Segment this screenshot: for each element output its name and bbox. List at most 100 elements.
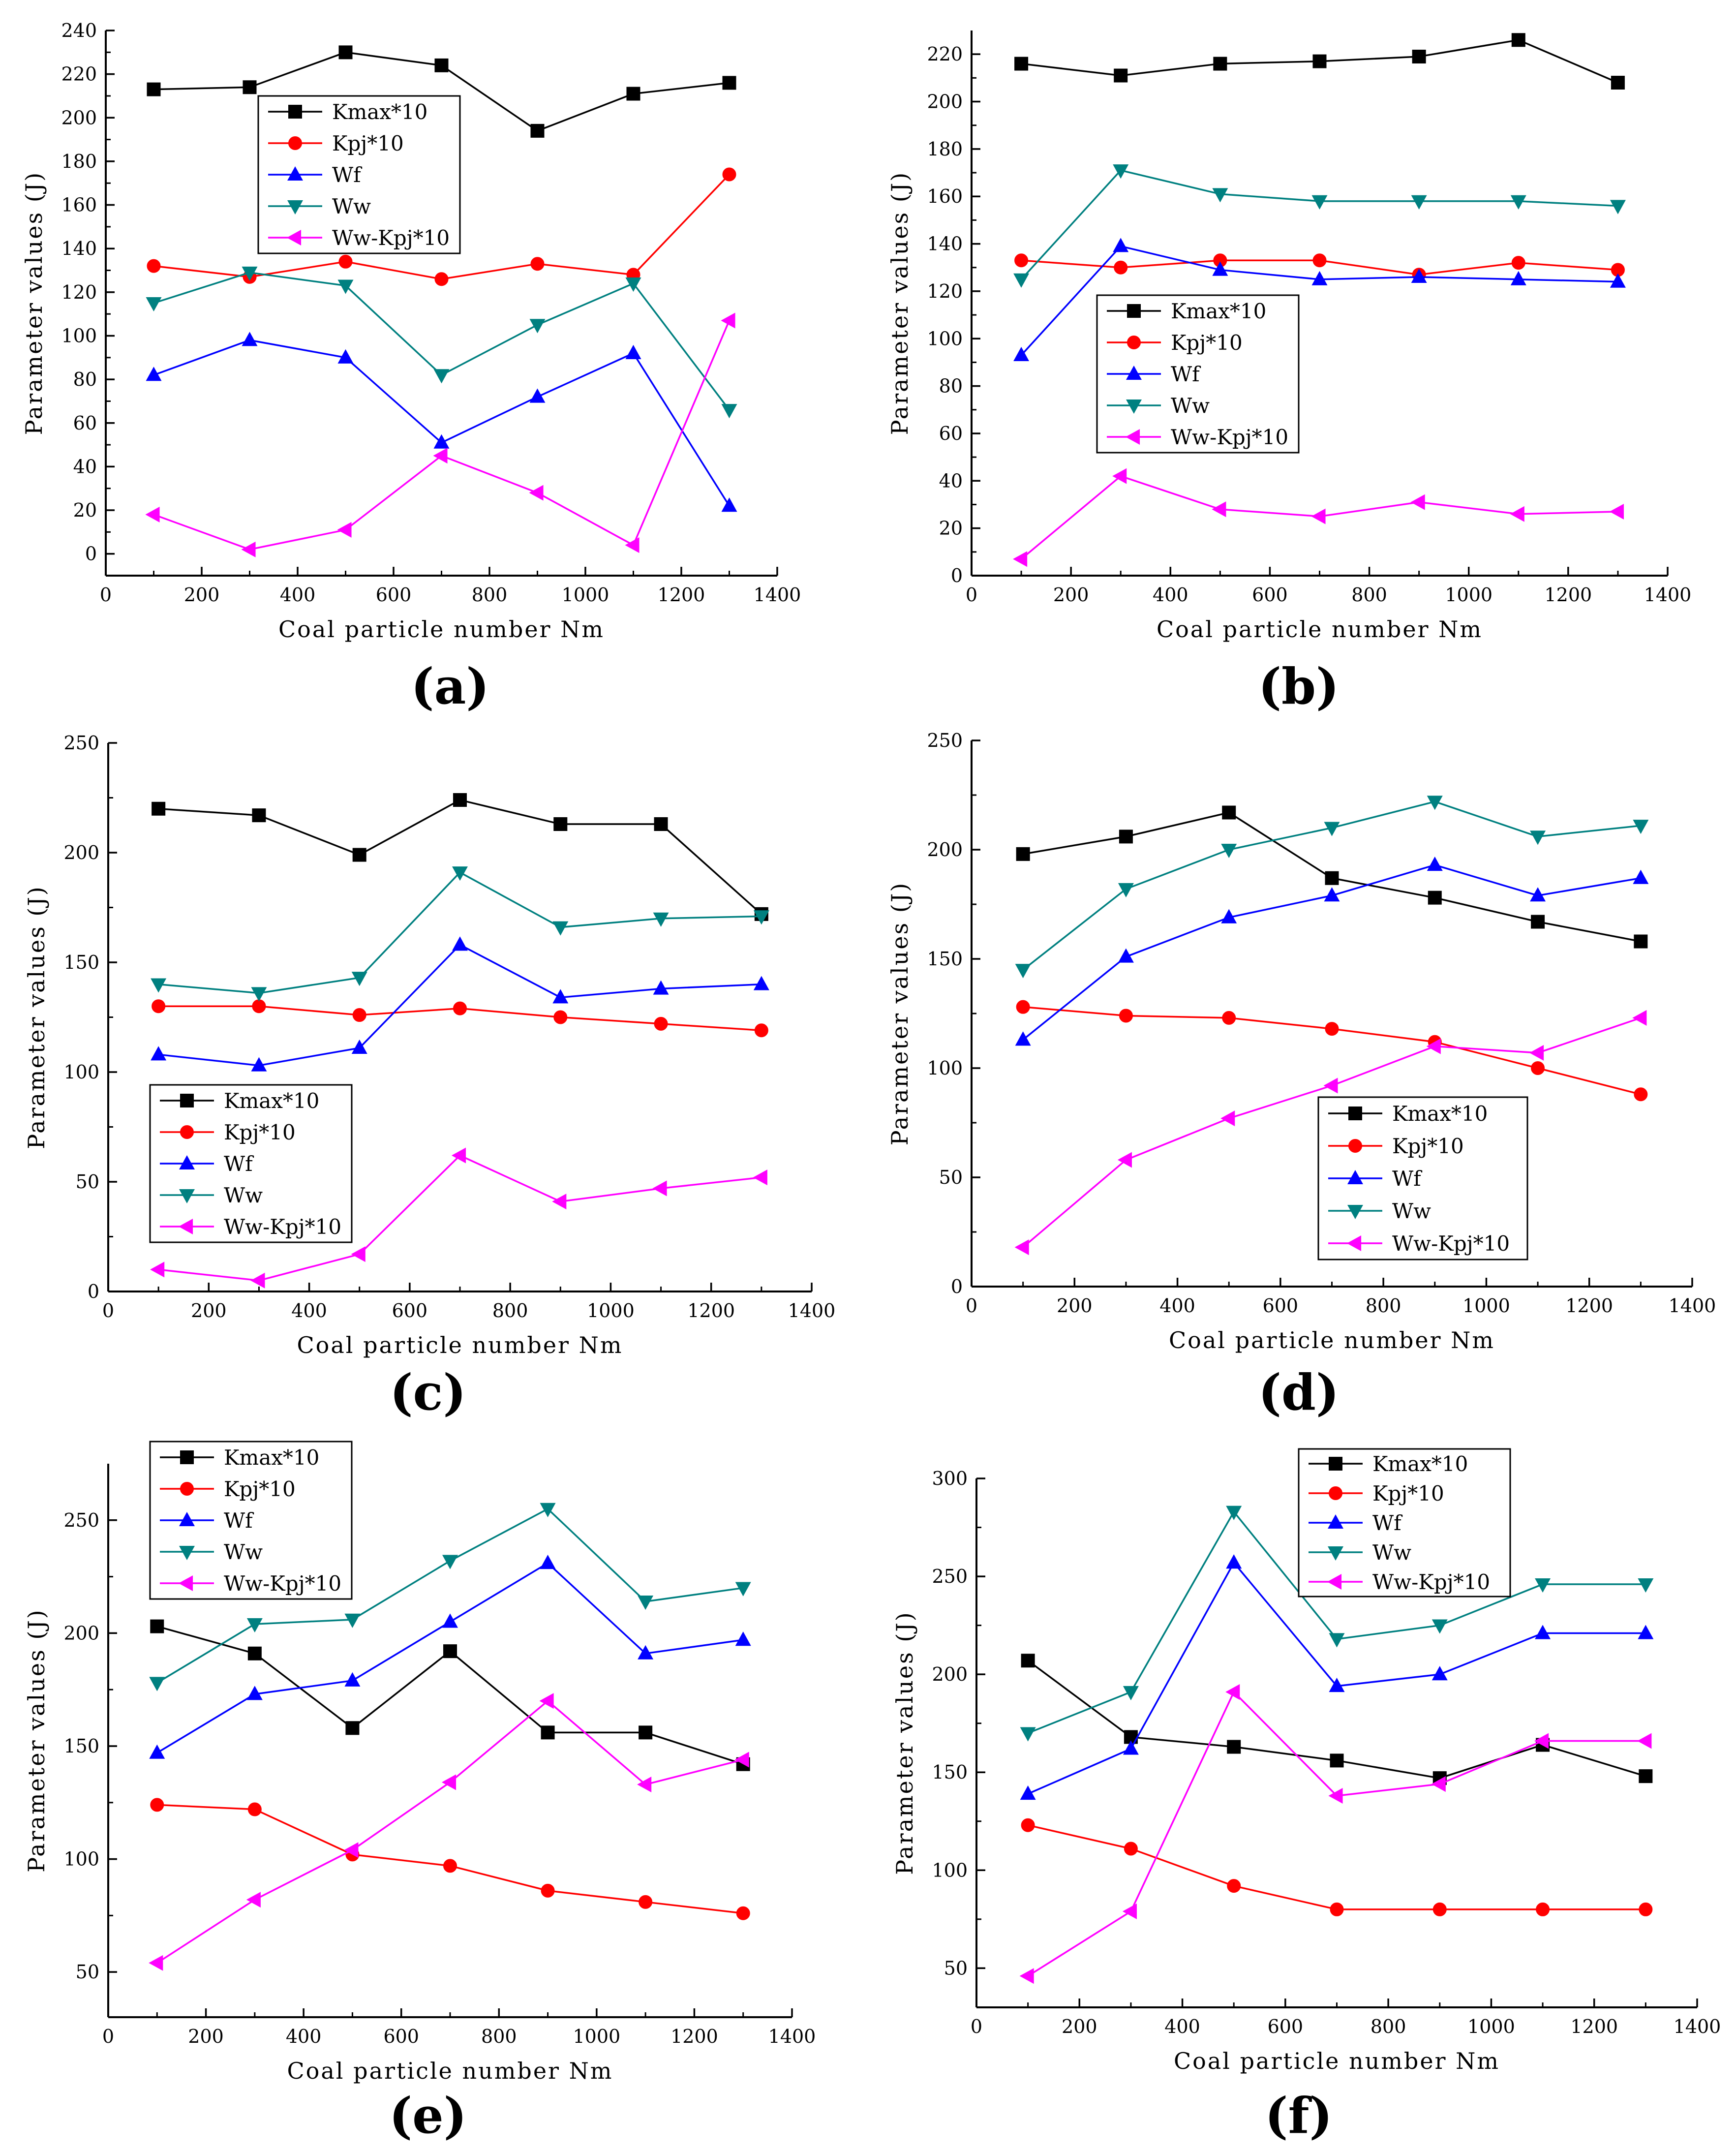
data-point bbox=[1511, 256, 1525, 270]
legend-label: Kpj*10 bbox=[224, 1477, 296, 1501]
y-tick-label: 60 bbox=[939, 423, 963, 444]
data-point bbox=[1118, 948, 1134, 963]
data-point bbox=[442, 1613, 458, 1628]
x-tick-label: 1200 bbox=[670, 2026, 718, 2047]
legend-marker bbox=[178, 1219, 193, 1234]
data-point bbox=[1016, 847, 1030, 861]
data-point bbox=[441, 1774, 457, 1790]
data-point bbox=[433, 448, 448, 464]
data-point bbox=[1323, 1077, 1338, 1094]
y-tick-label: 150 bbox=[932, 1761, 968, 1783]
data-point bbox=[722, 167, 736, 182]
data-point bbox=[1324, 887, 1340, 902]
legend-label: Ww-Kpj*10 bbox=[224, 1571, 341, 1596]
x-tick-label: 200 bbox=[188, 2026, 224, 2047]
data-point bbox=[1311, 508, 1326, 524]
data-point bbox=[1529, 1045, 1544, 1061]
legend-label: Wf bbox=[1171, 362, 1201, 386]
legend-marker bbox=[1127, 336, 1141, 349]
data-point bbox=[1510, 506, 1524, 522]
y-axis-title: Parameter values (J) bbox=[886, 171, 913, 435]
y-tick-label: 200 bbox=[61, 107, 97, 128]
data-point bbox=[453, 793, 467, 807]
y-tick-label: 20 bbox=[939, 518, 963, 539]
data-point bbox=[1222, 1011, 1236, 1025]
legend-marker bbox=[1328, 1514, 1343, 1529]
data-point bbox=[344, 1613, 361, 1628]
data-point bbox=[654, 1016, 668, 1031]
data-point bbox=[246, 1686, 263, 1700]
x-tick-label: 200 bbox=[191, 1300, 227, 1322]
legend-marker bbox=[288, 136, 302, 150]
series-kmax-10 bbox=[150, 1619, 750, 1771]
data-point bbox=[151, 978, 167, 993]
data-point bbox=[1431, 1666, 1448, 1681]
y-tick-label: 60 bbox=[73, 412, 97, 434]
y-tick-label: 100 bbox=[63, 1061, 99, 1083]
legend-label: Wf bbox=[224, 1152, 254, 1176]
data-point bbox=[150, 1798, 164, 1812]
y-tick-label: 200 bbox=[932, 1663, 968, 1685]
legend-marker bbox=[180, 1450, 194, 1464]
data-point bbox=[625, 344, 641, 359]
data-point bbox=[1426, 1038, 1441, 1054]
data-point bbox=[247, 1646, 262, 1660]
data-point bbox=[1226, 1554, 1242, 1569]
data-point bbox=[639, 1895, 653, 1909]
data-point bbox=[1633, 820, 1649, 834]
chart-panel-f: 0 200 400 600 800 1000 1200 1400 50 100 150 200 250 3… bbox=[891, 1448, 1721, 2074]
data-point bbox=[344, 1842, 359, 1858]
data-point bbox=[1119, 1009, 1133, 1023]
legend: Kmax*10 Kpj*10 Wf Ww Ww-Kpj*10 bbox=[257, 95, 461, 254]
series-line bbox=[158, 799, 762, 915]
x-tick-label: 600 bbox=[392, 1300, 428, 1322]
y-tick-label: 80 bbox=[939, 375, 963, 397]
y-axis-title: Parameter values (J) bbox=[886, 882, 913, 1145]
x-tick-label: 400 bbox=[286, 2026, 322, 2047]
x-tick-label: 1000 bbox=[562, 584, 609, 606]
legend-marker bbox=[180, 1482, 194, 1496]
legend-label: Ww bbox=[332, 194, 371, 218]
data-point bbox=[1015, 1031, 1031, 1046]
y-tick-label: 200 bbox=[927, 91, 963, 113]
data-point bbox=[352, 1008, 366, 1022]
legend-marker bbox=[288, 105, 302, 119]
legend-marker bbox=[1347, 1204, 1363, 1220]
data-point bbox=[1536, 1902, 1550, 1916]
data-point bbox=[1637, 1733, 1652, 1749]
data-point bbox=[150, 1261, 165, 1278]
series-ww-kpj-10 bbox=[145, 312, 735, 557]
series-kmax-10 bbox=[1016, 805, 1648, 949]
series-kpj-10 bbox=[150, 1798, 750, 1920]
legend-marker bbox=[179, 1511, 195, 1527]
x-tick-label: 0 bbox=[966, 584, 977, 606]
chart-panel-b: 0 200 400 600 800 1000 1200 1400 0 20 40 60 80 100 120… bbox=[886, 31, 1691, 643]
x-tick-label: 1200 bbox=[658, 584, 705, 606]
data-point bbox=[638, 1645, 654, 1660]
data-point bbox=[351, 1039, 367, 1054]
series-wf bbox=[1013, 238, 1626, 362]
data-point bbox=[625, 277, 641, 292]
legend-marker bbox=[287, 200, 303, 215]
legend-label: Kmax*10 bbox=[1171, 299, 1266, 323]
data-point bbox=[337, 349, 354, 364]
data-point bbox=[541, 1725, 555, 1740]
data-point bbox=[1119, 830, 1133, 844]
data-point bbox=[149, 1677, 165, 1691]
x-tick-label: 1400 bbox=[1644, 584, 1692, 606]
data-point bbox=[434, 58, 449, 72]
data-point bbox=[433, 434, 450, 449]
data-point bbox=[442, 1555, 458, 1569]
x-tick-label: 600 bbox=[383, 2026, 419, 2047]
data-point bbox=[146, 297, 162, 312]
data-point bbox=[1639, 1769, 1653, 1783]
y-tick-label: 40 bbox=[73, 456, 97, 477]
data-point bbox=[1330, 1902, 1344, 1916]
y-tick-label: 120 bbox=[927, 280, 963, 302]
data-point bbox=[1634, 1087, 1648, 1102]
data-point bbox=[1124, 1730, 1138, 1744]
y-tick-label: 0 bbox=[85, 543, 97, 565]
panel-label-e: (e) bbox=[389, 2087, 467, 2145]
y-tick-label: 140 bbox=[61, 238, 97, 259]
series-ww bbox=[149, 1503, 751, 1691]
